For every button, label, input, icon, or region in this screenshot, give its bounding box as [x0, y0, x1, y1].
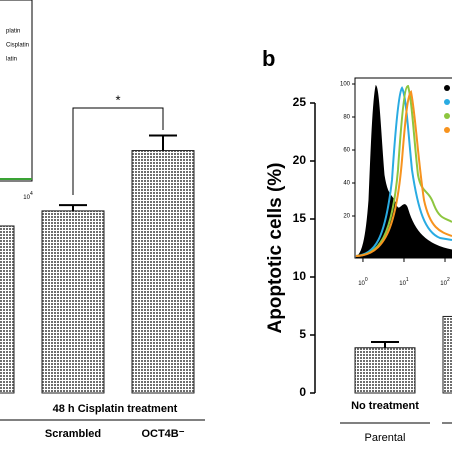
panel-label: b: [262, 46, 275, 71]
tick-exponent: 4: [30, 191, 33, 197]
error-bar: [149, 134, 177, 151]
y-tick-label: 5: [299, 327, 306, 341]
tick-base: 10: [399, 281, 406, 287]
histogram-curve: [355, 84, 452, 258]
bar: [41, 210, 105, 394]
y-tick-label: 20: [293, 153, 307, 167]
tick-exponent: 2: [447, 277, 450, 283]
bar: [442, 315, 452, 394]
y-tick-label: 10: [293, 269, 307, 283]
inset-legend: Cisplatin: [6, 43, 29, 49]
significance-bracket: [72, 107, 164, 195]
tick-base: 10: [358, 281, 365, 287]
error-bar: [59, 204, 87, 211]
inset-frame: [354, 77, 452, 259]
y-tick-label: 0: [299, 385, 306, 399]
tick-label: 104: [23, 191, 33, 200]
bar: [354, 347, 416, 394]
inset-y-tick-label: 60: [343, 148, 350, 154]
histogram-curve: [355, 89, 452, 257]
inset-y-tick-label: 40: [343, 181, 350, 187]
tick-label: 100: [358, 277, 368, 286]
y-tick-label: 15: [293, 211, 307, 225]
tick-exponent: 0: [365, 277, 368, 283]
bar: [0, 225, 15, 394]
tick-exponent: 1: [406, 277, 409, 283]
inset-frame: [0, 0, 33, 182]
inset-legend: platin: [6, 29, 20, 35]
legend-marker: [444, 127, 450, 133]
x-tick-label: OCT4B⁻: [141, 428, 184, 440]
legend-marker: [444, 113, 450, 119]
legend-marker: [444, 85, 450, 91]
x-tick-label: No treatment: [351, 400, 419, 412]
bar: [131, 150, 195, 394]
x-axis-label: 48 h Cisplatin treatment: [53, 403, 178, 415]
tick-base: 10: [23, 195, 30, 201]
tick-label: 101: [399, 277, 409, 286]
inset-y-tick-label: 20: [343, 214, 350, 220]
histogram-curve: [355, 84, 452, 257]
histogram-curve: [355, 86, 452, 257]
y-tick-label: 25: [293, 95, 307, 109]
inset-y-tick-label: 80: [343, 115, 350, 121]
error-bar: [371, 340, 399, 348]
inset-y-tick-label: 100: [340, 82, 351, 88]
legend-marker: [444, 99, 450, 105]
inset-legend: latin: [6, 57, 17, 63]
tick-label: 102: [440, 277, 450, 286]
annotation: *: [115, 92, 120, 107]
histograms: [355, 84, 452, 258]
tick-base: 10: [440, 281, 447, 287]
group-label: Parental: [365, 432, 406, 444]
y-axis-label: Apoptotic cells (%): [265, 162, 286, 333]
x-tick-label: Scrambled: [45, 428, 101, 440]
